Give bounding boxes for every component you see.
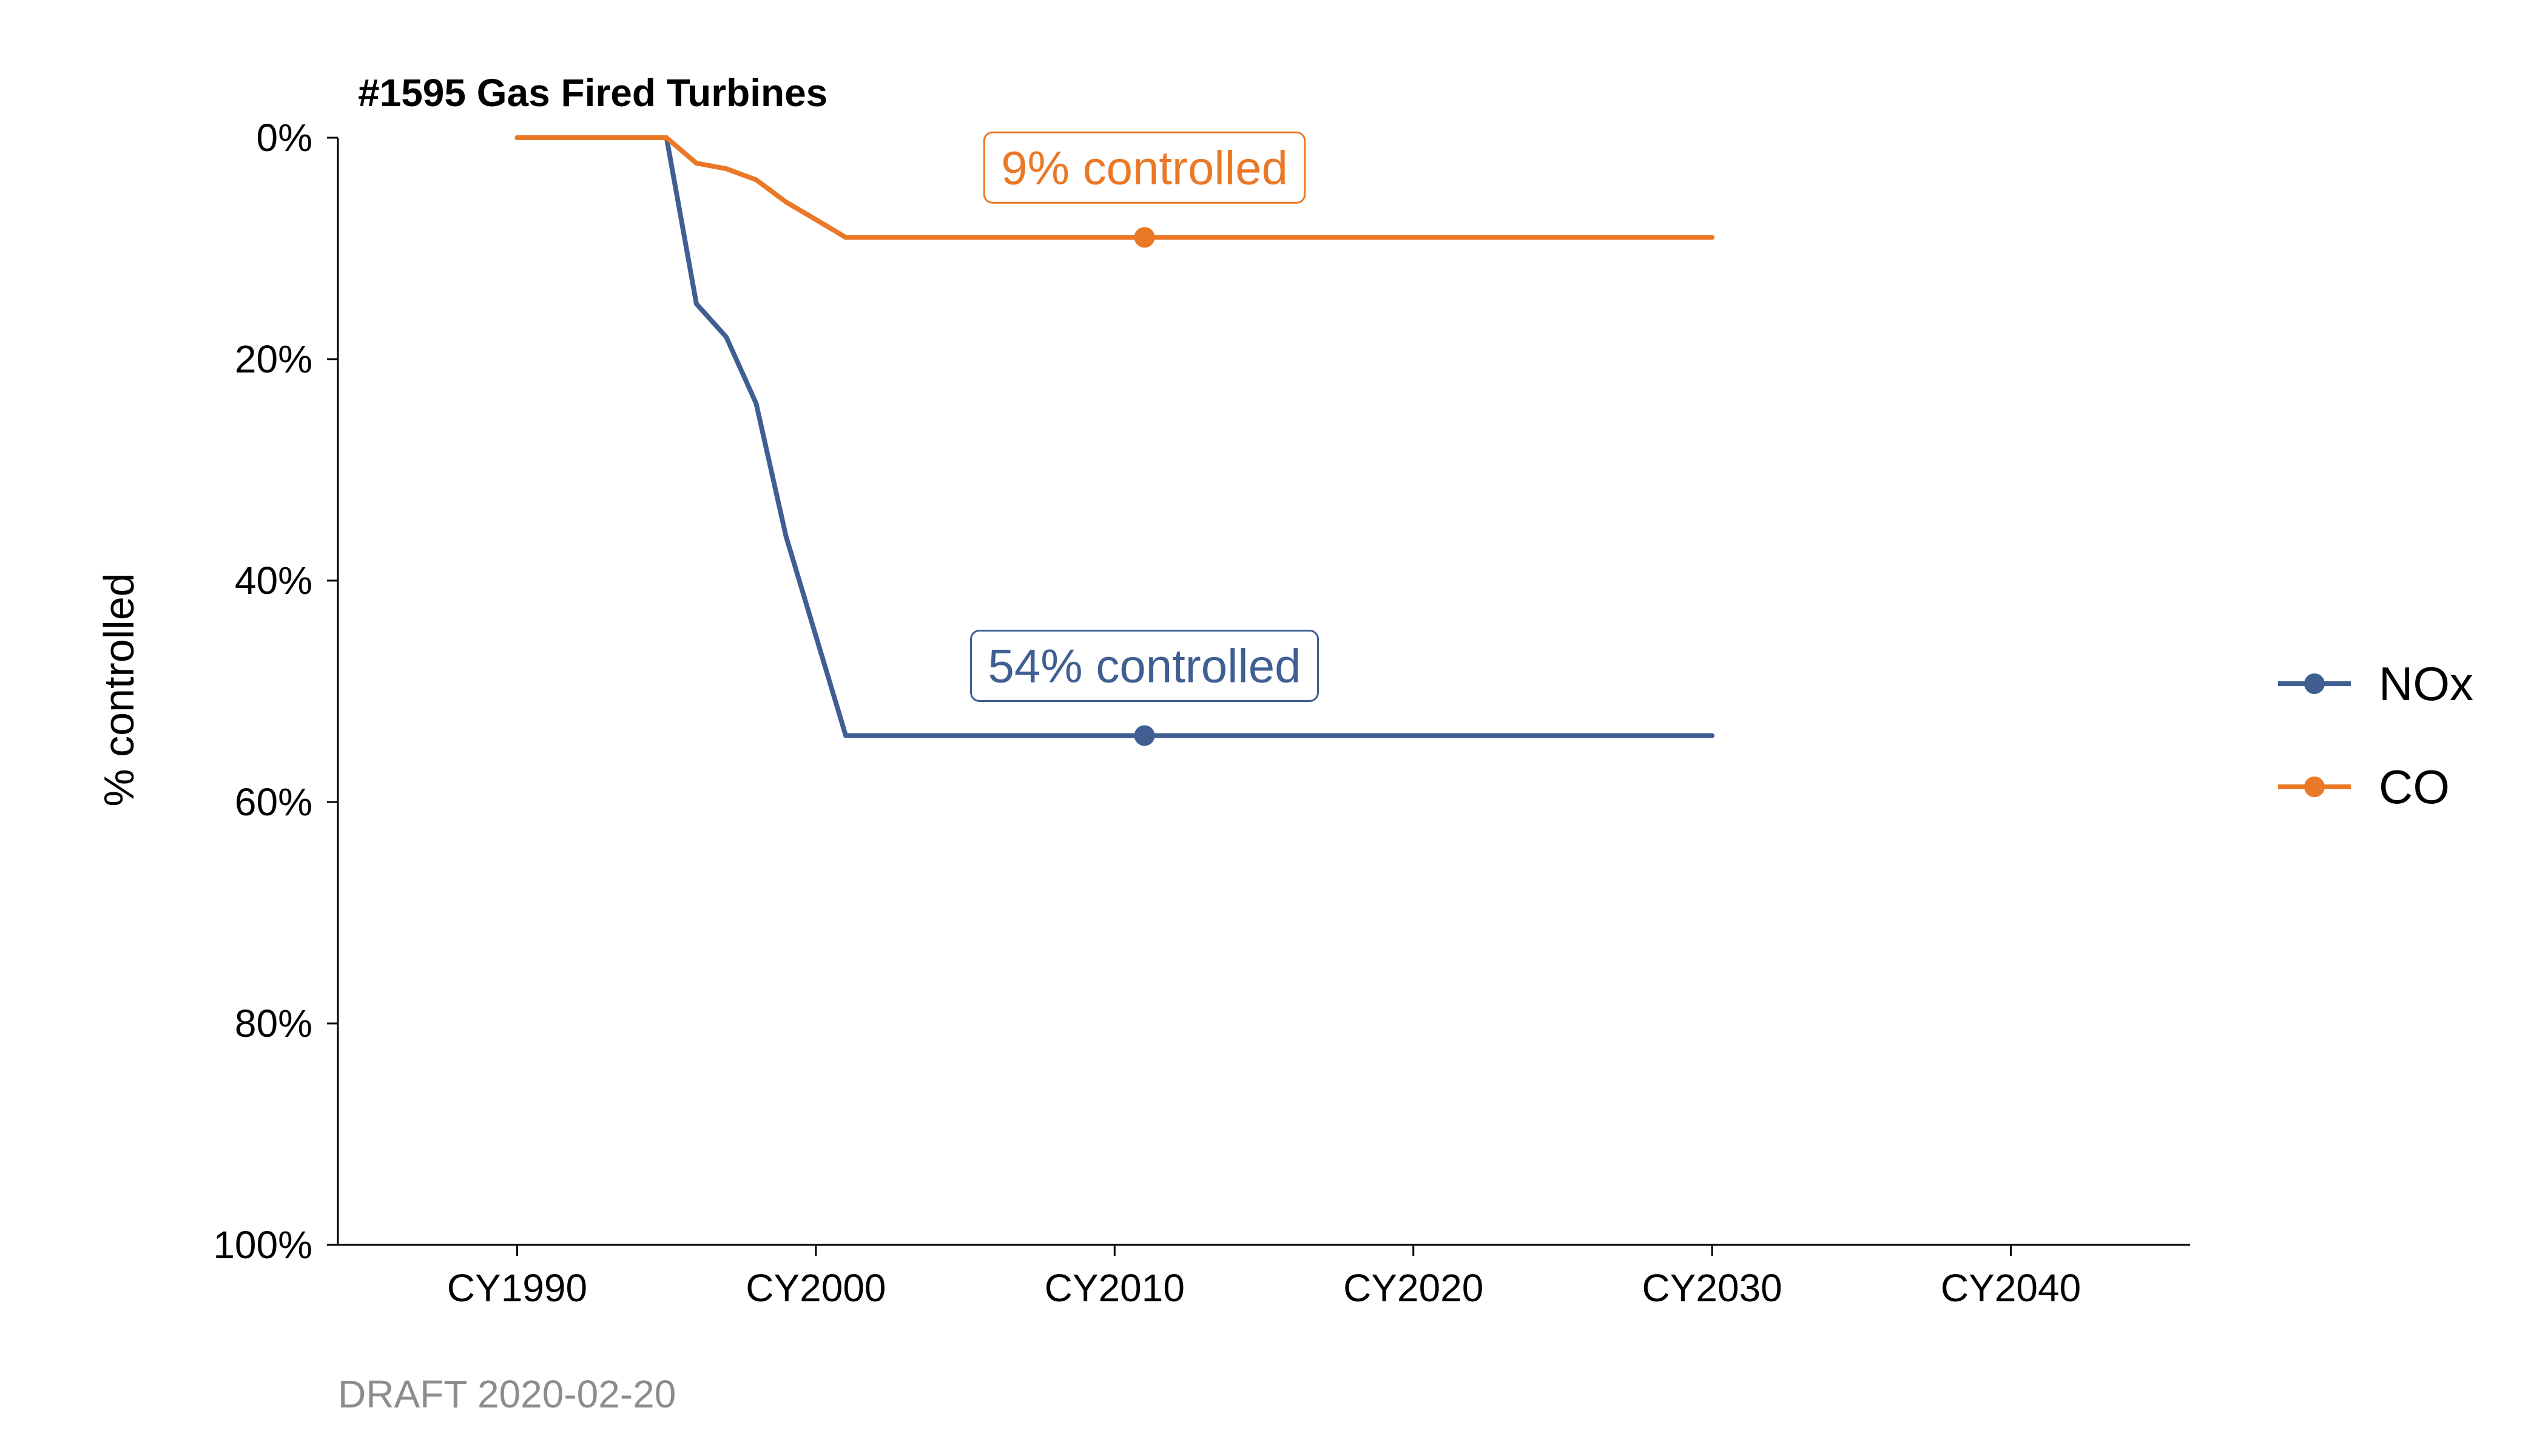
legend-label-nox: NOx xyxy=(2379,657,2473,710)
series-point-nox xyxy=(1134,725,1155,746)
y-tick-label: 100% xyxy=(213,1223,312,1267)
x-tick-label: CY2010 xyxy=(1045,1266,1185,1310)
annotation-label-nox: 54% controlled xyxy=(988,639,1301,693)
chart-title: #1595 Gas Fired Turbines xyxy=(358,71,827,115)
x-axis-ticks: CY1990 CY2000 CY2010 CY2020 CY2030 CY2040 xyxy=(447,1245,2081,1310)
series-layer xyxy=(514,135,1715,746)
legend-label-co: CO xyxy=(2379,760,2450,814)
draft-caption: DRAFT 2020-02-20 xyxy=(338,1372,676,1416)
y-tick-label: 0% xyxy=(257,116,313,160)
y-axis-ticks: 0% 20% 40% 60% 80% 100% xyxy=(213,116,338,1267)
y-tick-label: 80% xyxy=(235,1002,312,1045)
legend-key-point xyxy=(2304,777,2325,797)
x-tick-label: CY2030 xyxy=(1642,1266,1782,1310)
x-tick-label: CY2020 xyxy=(1343,1266,1483,1310)
annotation-layer: 54% controlled 9% controlled xyxy=(970,131,1320,702)
legend: NOx CO xyxy=(2278,657,2473,814)
y-tick-label: 60% xyxy=(235,780,312,824)
x-tick-label: CY2040 xyxy=(1941,1266,2081,1310)
annotation-box-nox xyxy=(970,630,1320,702)
x-tick-label: CY1990 xyxy=(447,1266,587,1310)
series-line-nox xyxy=(514,135,1715,738)
y-tick-label: 40% xyxy=(235,559,312,602)
y-axis-label: % controlled xyxy=(95,573,143,806)
annotation-box-co xyxy=(983,131,1306,204)
series-line-co xyxy=(514,135,1715,240)
annotation-label-co: 9% controlled xyxy=(1001,141,1288,194)
y-tick-label: 20% xyxy=(235,337,312,381)
x-tick-label: CY2000 xyxy=(746,1266,886,1310)
legend-key-point xyxy=(2304,673,2325,694)
series-point-co xyxy=(1134,227,1155,248)
